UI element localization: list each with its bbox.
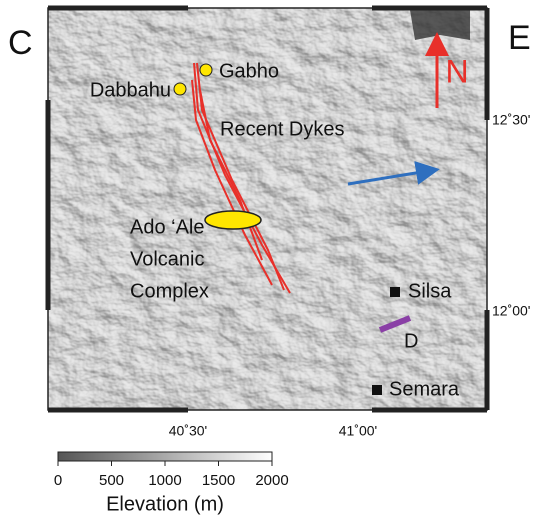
figure: Gabho Dabbahu Silsa Semara N Recent Dyke… (0, 0, 551, 522)
panel-label: E (508, 19, 531, 57)
lon-label: 41˚00' (339, 423, 377, 439)
colorbar: Elevation (m) 0 500 1000 1500 2000 (54, 452, 289, 515)
colorbar-tick-label: 500 (99, 472, 124, 489)
north-label: N (445, 53, 468, 89)
lon-label: 40˚30' (169, 423, 207, 439)
volcano-marker (205, 211, 261, 229)
place-label: Silsa (408, 280, 452, 302)
volcano-label: Volcanic (130, 248, 205, 270)
dykes-label: Recent Dykes (220, 118, 345, 140)
map: Gabho Dabbahu Silsa Semara N Recent Dyke… (48, 8, 487, 410)
volcano-label: Ado ‘Ale (130, 216, 205, 238)
lat-label: 12˚00' (492, 303, 530, 319)
place-label: Gabho (219, 60, 279, 82)
colorbar-tick-label: 2000 (255, 472, 288, 489)
colorbar-tick-label: 1000 (148, 472, 181, 489)
panel-label: C (8, 24, 33, 62)
colorbar-tick-label: 0 (54, 472, 62, 489)
place-marker (174, 83, 186, 95)
colorbar-tick-label: 1500 (202, 472, 235, 489)
colorbar-title: Elevation (m) (106, 493, 224, 515)
place-label: Semara (389, 378, 460, 400)
place-marker (200, 64, 212, 76)
place-label: Dabbahu (90, 79, 171, 101)
place-marker (372, 385, 382, 395)
volcano-label: Complex (130, 280, 209, 302)
colorbar-gradient (58, 452, 272, 461)
feature-label: D (404, 330, 418, 352)
lat-label: 12˚30' (492, 112, 530, 128)
place-marker (390, 287, 400, 297)
